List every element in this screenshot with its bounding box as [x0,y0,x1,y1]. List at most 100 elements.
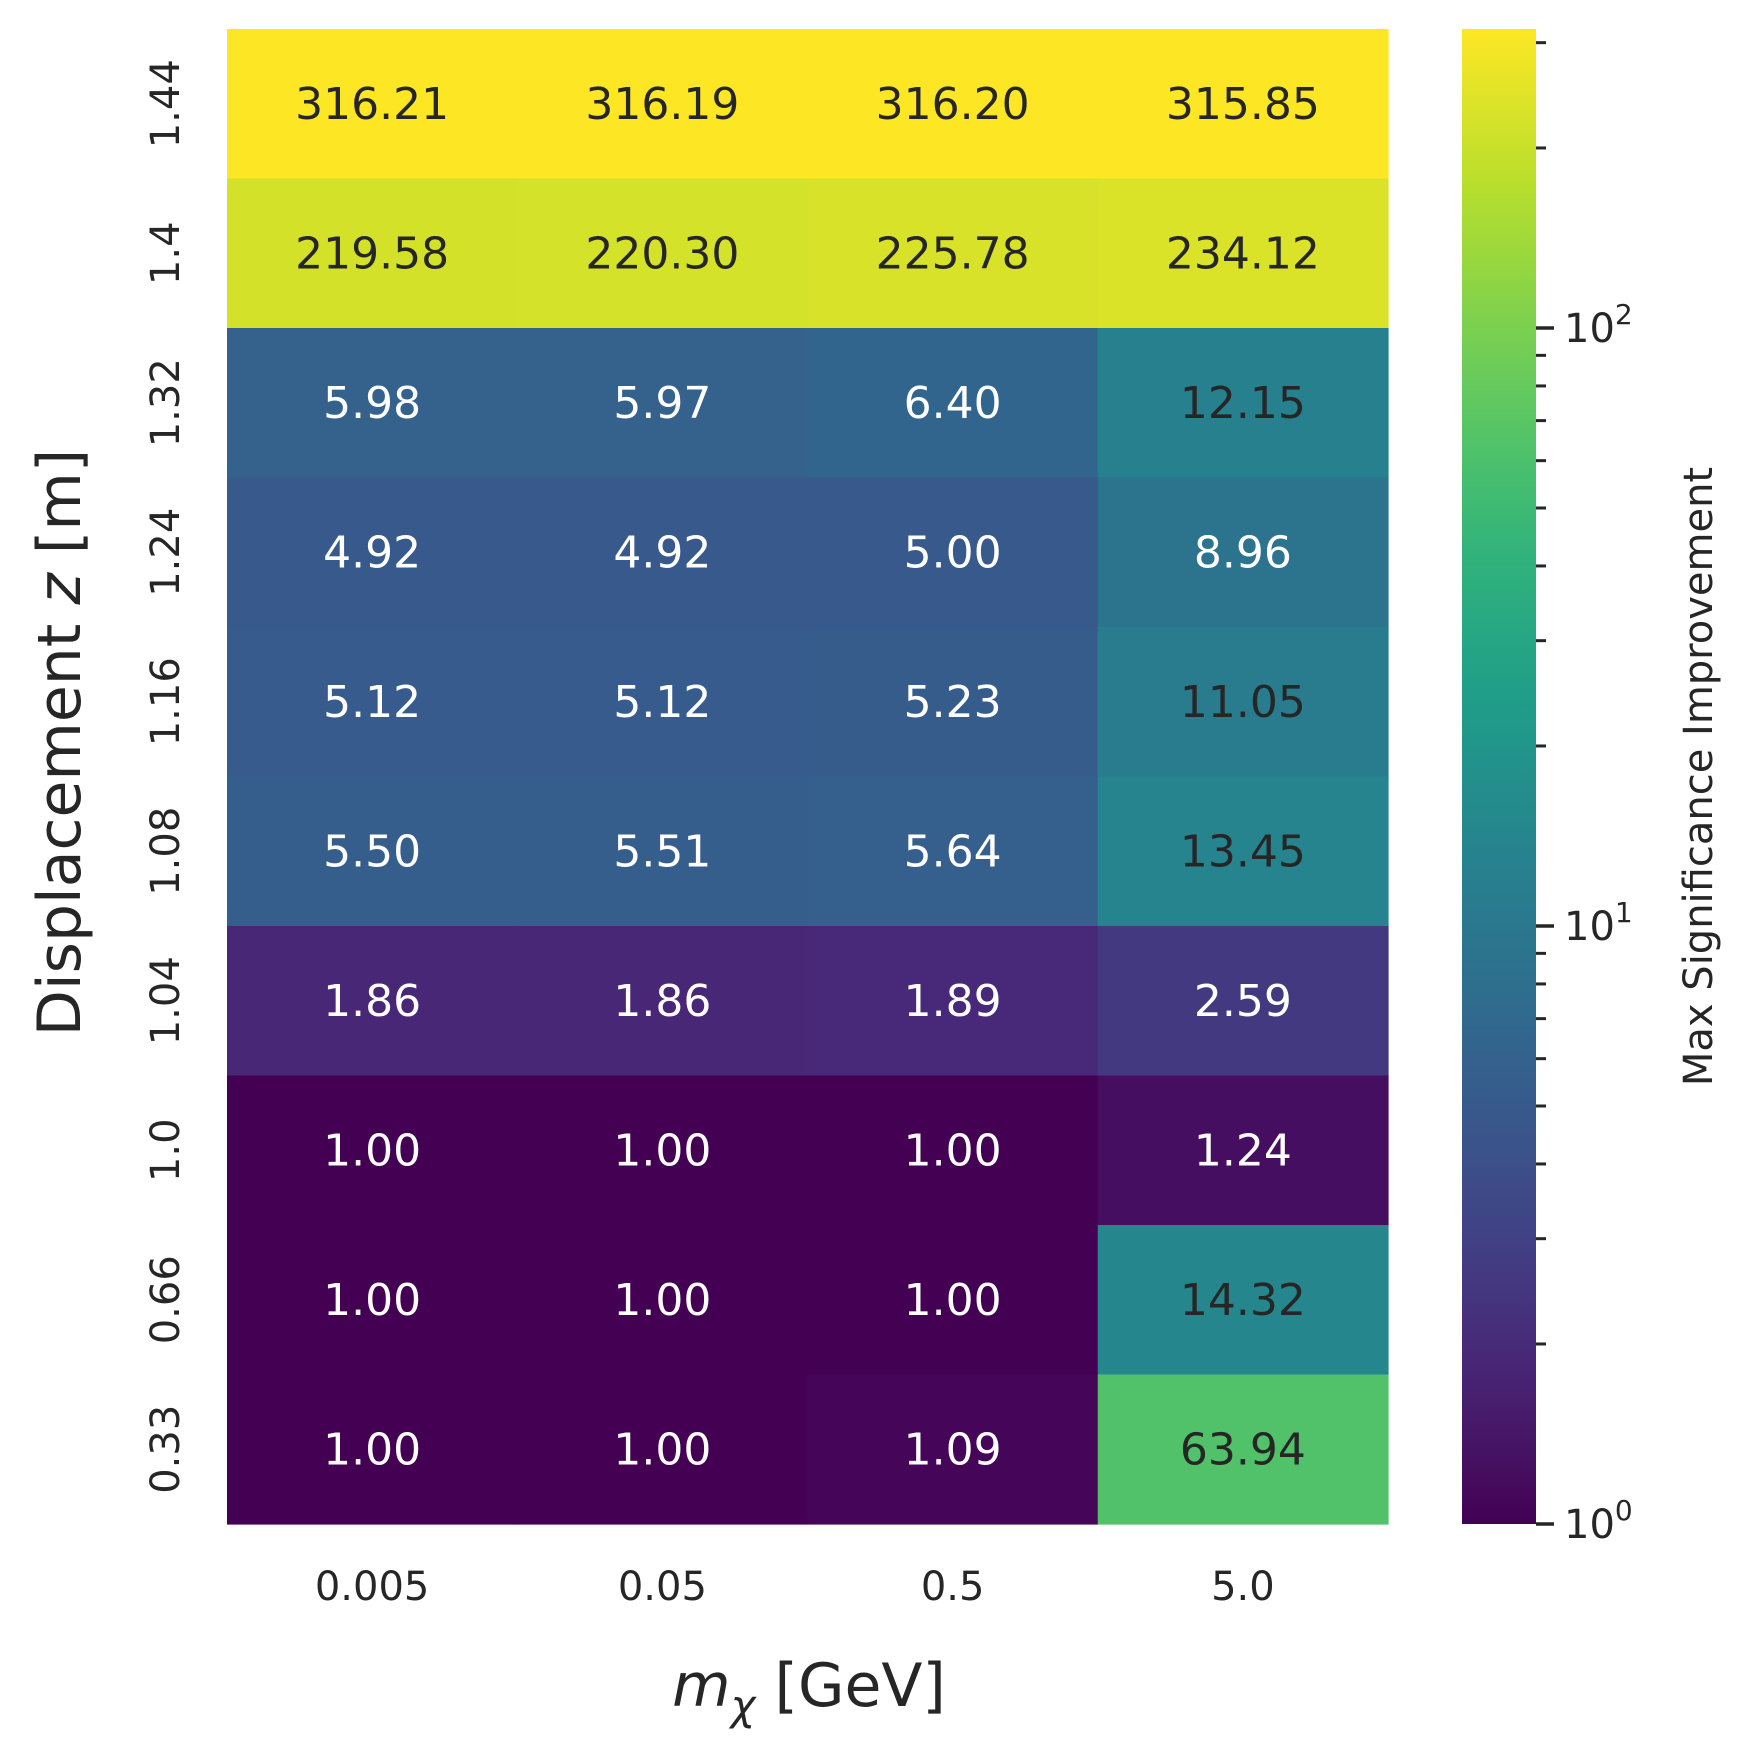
heatmap-cell [517,1225,809,1376]
x-tick-label: 0.5 [921,1564,985,1610]
heatmap-cell [517,926,809,1077]
heatmap-cell [1097,29,1389,180]
cell-value-label: 4.92 [613,527,711,578]
x-tick-label: 0.005 [315,1564,430,1610]
y-tick-label: 1.4 [143,221,189,285]
heatmap-cell [807,29,1099,180]
cell-value-label: 5.51 [613,826,711,877]
heatmap-cell [227,776,518,927]
y-tick-label: 1.08 [143,807,189,896]
heatmap-cell [517,627,809,778]
cell-value-label: 219.58 [295,228,449,279]
colorbar-tick-label: 100 [1564,1494,1633,1548]
heatmap-cell [227,178,518,329]
cell-value-label: 316.20 [876,79,1030,130]
cell-value-label: 5.23 [904,677,1002,728]
heatmap-cell [227,328,518,479]
cell-value-label: 1.24 [1194,1125,1292,1176]
cell-value-label: 1.86 [323,976,421,1027]
cell-value-label: 220.30 [585,228,739,279]
heatmap-cell [807,776,1099,927]
y-tick-label: 0.33 [143,1405,189,1494]
cell-value-label: 1.00 [323,1125,421,1176]
heatmap-cell [517,1374,809,1525]
y-tick-label: 1.32 [143,358,189,447]
heatmap-cell [807,1374,1099,1525]
heatmap-cell [807,627,1099,778]
x-tick-labels: 0.005 0.05 0.5 5.0 [315,1564,1275,1610]
y-tick-label: 1.04 [143,956,189,1045]
colorbar-tick-label: 101 [1564,896,1633,950]
cell-value-label: 1.00 [613,1125,711,1176]
cell-value-label: 234.12 [1166,228,1320,279]
cell-value-label: 12.15 [1180,378,1306,429]
cell-value-label: 1.00 [613,1424,711,1475]
cell-value-label: 8.96 [1194,527,1292,578]
heatmap-cell [1097,178,1389,329]
colorbar-tick-label: 102 [1564,298,1633,352]
cell-value-label: 5.00 [904,527,1002,578]
x-axis-label: mχ [GeV] [672,1651,946,1730]
heatmap-cell [227,627,518,778]
heatmap-cell [807,926,1099,1077]
y-tick-label: 0.66 [143,1255,189,1344]
heatmap-cell [227,29,518,180]
heatmap-cell [517,29,809,180]
cell-value-label: 13.45 [1180,826,1306,877]
heatmap-cell [1097,926,1389,1077]
heatmap-cell [227,1374,518,1525]
heatmap-cell [807,178,1099,329]
x-tick-label: 5.0 [1211,1564,1275,1610]
heatmap-cell [1097,1075,1389,1226]
y-tick-label: 1.24 [143,508,189,597]
cell-value-label: 5.12 [323,677,421,728]
cell-value-label: 315.85 [1166,79,1320,130]
y-tick-label: 1.0 [143,1118,189,1182]
heatmap-cell [227,926,518,1077]
cell-value-label: 1.86 [613,976,711,1027]
cell-value-label: 1.00 [904,1275,1002,1326]
colorbar: 100 101 102 Max Significance Improvement [1462,29,1722,1548]
axis-labels: mχ [GeV] Displacement z [m] [25,449,946,1730]
heatmap-cell [1097,1374,1389,1525]
heatmap-cell [517,1075,809,1226]
cell-value-label: 11.05 [1180,677,1306,728]
heatmap-cell [517,477,809,628]
cell-value-label: 6.40 [904,378,1002,429]
cell-value-label: 316.19 [585,79,739,130]
cell-value-label: 1.09 [904,1424,1002,1475]
cell-value-label: 5.12 [613,677,711,728]
colorbar-label: Max Significance Improvement [1676,467,1722,1086]
cell-value-label: 1.00 [613,1275,711,1326]
heatmap-cells [227,29,1389,1525]
cell-value-label: 5.98 [323,378,421,429]
cell-value-label: 1.00 [904,1125,1002,1176]
heatmap-cell [807,1075,1099,1226]
heatmap-cell [1097,328,1389,479]
cell-value-label: 225.78 [876,228,1030,279]
y-tick-label: 1.44 [143,59,189,148]
heatmap-cell [517,328,809,479]
heatmap-cell [517,776,809,927]
cell-value-label: 14.32 [1180,1275,1306,1326]
y-axis-label: Displacement z [m] [25,449,95,1036]
heatmap-cell [1097,1225,1389,1376]
x-tick-label: 0.05 [618,1564,707,1610]
cell-value-label: 316.21 [295,79,449,130]
heatmap-cell-labels: 316.21 316.19 316.20 315.85 219.58 220.30 225.… [295,79,1320,1476]
heatmap-cell [227,1225,518,1376]
cell-value-label: 1.00 [323,1275,421,1326]
cell-value-label: 1.89 [904,976,1002,1027]
cell-value-label: 1.00 [323,1424,421,1475]
cell-value-label: 5.50 [323,826,421,877]
colorbar-gradient [1462,29,1536,1524]
heatmap-cell [807,1225,1099,1376]
cell-value-label: 5.64 [904,826,1002,877]
cell-value-label: 4.92 [323,527,421,578]
y-tick-label: 1.16 [143,657,189,746]
cell-value-label: 2.59 [1194,976,1292,1027]
cell-value-label: 63.94 [1180,1424,1306,1475]
heatmap-cell [807,477,1099,628]
